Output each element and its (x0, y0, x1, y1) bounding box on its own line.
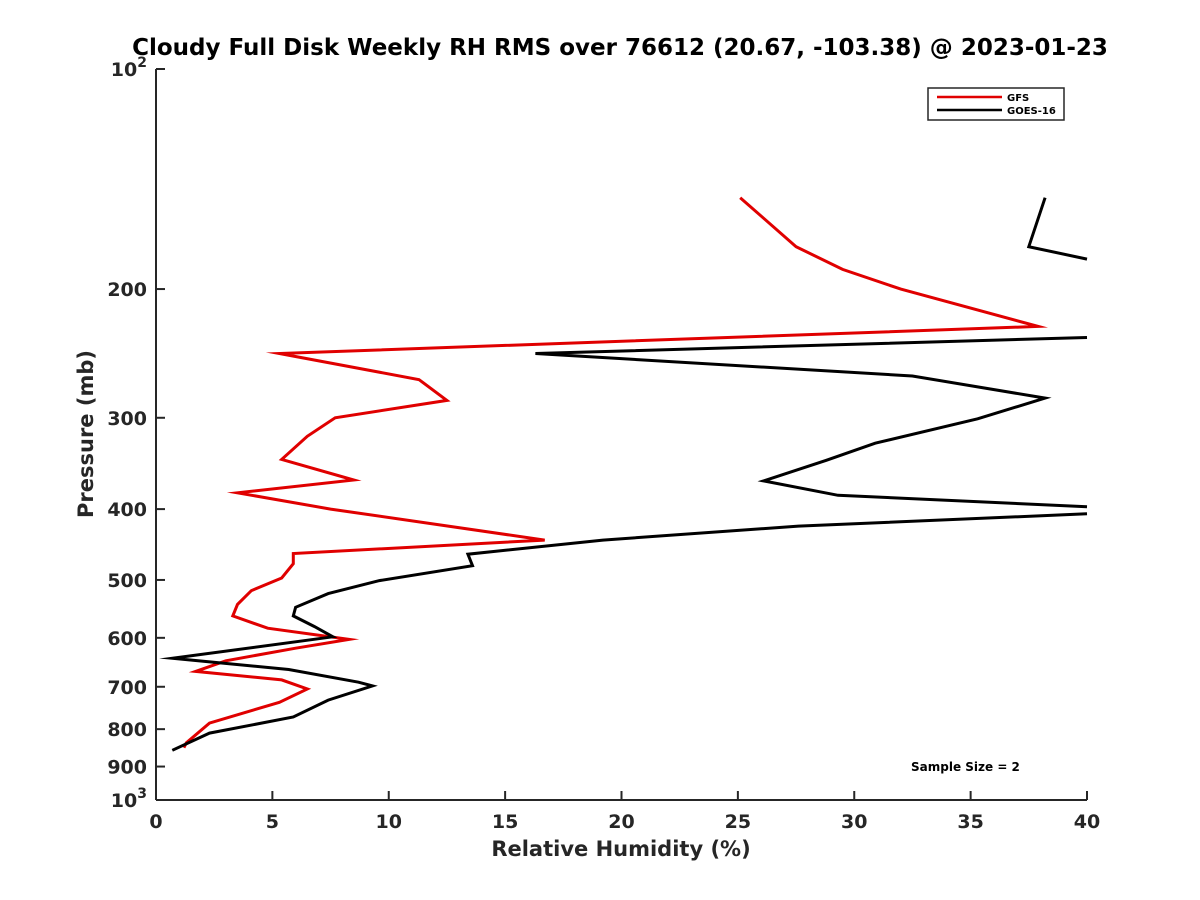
legend-label-gfs: GFS (1007, 93, 1029, 104)
y-tick-label: 600 (107, 628, 147, 650)
y-axis-label: Pressure (mb) (74, 350, 98, 518)
x-tick-label: 35 (957, 811, 983, 833)
x-tick-label: 30 (841, 811, 867, 833)
x-tick-label: 25 (725, 811, 751, 833)
y-tick-label: 900 (107, 757, 147, 779)
y-tick-label: 200 (107, 279, 147, 301)
y-tick-label: 500 (107, 570, 147, 592)
y-tick-label-power: 102 (111, 55, 147, 81)
series-line-goes16 (159, 197, 1088, 752)
x-tick-label: 0 (149, 811, 162, 833)
x-axis-label: Relative Humidity (%) (491, 837, 750, 861)
x-ticks: 0 5 10 15 20 25 30 35 40 (149, 791, 1100, 833)
x-tick-label: 10 (376, 811, 402, 833)
y-ticks: 200 300 400 500 600 700 800 900 102 103 (107, 55, 165, 812)
legend-label-goes16: GOES-16 (1007, 106, 1056, 117)
y-tick-label-power: 103 (111, 786, 147, 812)
legend: GFS GOES-16 (927, 87, 1065, 121)
plot-area: 0 5 10 15 20 25 30 35 40 200 300 400 500 600 700 800 90… (107, 55, 1100, 833)
sample-size-annotation: Sample Size = 2 (911, 760, 1020, 774)
chart-title: Cloudy Full Disk Weekly RH RMS over 7661… (132, 35, 1108, 61)
y-tick-label: 800 (107, 719, 147, 741)
x-tick-label: 15 (492, 811, 518, 833)
legend-box (927, 87, 1065, 121)
y-tick-label: 300 (107, 408, 147, 430)
y-tick-label: 400 (107, 499, 147, 521)
x-tick-label: 40 (1074, 811, 1100, 833)
series-line-gfs (182, 196, 1049, 749)
x-tick-label: 20 (608, 811, 634, 833)
series-layer (159, 196, 1088, 752)
x-tick-label: 5 (266, 811, 279, 833)
y-tick-label: 700 (107, 677, 147, 699)
